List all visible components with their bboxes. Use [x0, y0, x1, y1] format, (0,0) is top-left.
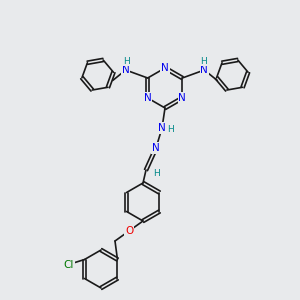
Text: H: H [200, 56, 207, 65]
Text: Cl: Cl [63, 260, 74, 269]
Text: H: H [168, 125, 174, 134]
Text: N: N [161, 63, 169, 73]
Text: H: H [153, 169, 159, 178]
Text: H: H [123, 56, 130, 65]
Text: O: O [125, 226, 133, 236]
Text: N: N [152, 143, 160, 153]
Text: N: N [122, 65, 130, 75]
Text: N: N [200, 65, 208, 75]
Text: N: N [144, 93, 152, 103]
Text: N: N [178, 93, 186, 103]
Text: N: N [158, 123, 166, 133]
